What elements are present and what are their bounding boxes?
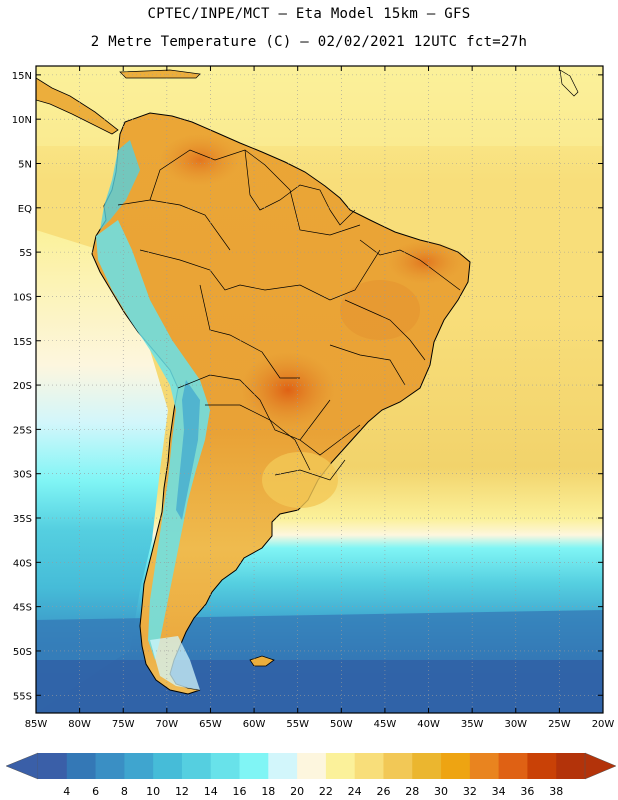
- colorbar: 4 6 8 10 12 14 16 18 20 22 24 26 28 30 32 34 36 38: [5, 752, 617, 798]
- andes-high-peaks: [176, 380, 200, 520]
- colorbar-label: 30: [434, 785, 448, 798]
- colorbar-label: 14: [204, 785, 218, 798]
- colorbar-swatch: [268, 753, 298, 779]
- colorbar-label: 12: [175, 785, 189, 798]
- lat-tick-label: EQ: [18, 204, 32, 215]
- colorbar-swatch: [354, 753, 384, 779]
- colorbar-label: 18: [261, 785, 275, 798]
- lon-tick-label: 75W: [112, 719, 135, 730]
- colorbar-swatch: [239, 753, 269, 779]
- caribbean-islands: [119, 69, 201, 79]
- lon-tick-label: 45W: [374, 719, 397, 730]
- colorbar-swatch: [95, 753, 125, 779]
- colorbar-left-arrow: [5, 752, 39, 780]
- lon-tick-label: 40W: [417, 719, 440, 730]
- colorbar-label: 16: [233, 785, 247, 798]
- chart-title-line-1: CPTEC/INPE/MCT – Eta Model 15km – GFS: [147, 6, 471, 22]
- falkland-islands: [249, 655, 275, 667]
- map-frame: [35, 65, 604, 714]
- colorbar-label: 26: [376, 785, 390, 798]
- colorbar-swatch: [181, 753, 212, 779]
- chart-title-line-2: 2 Metre Temperature (C) – 02/02/2021 12U…: [90, 34, 528, 50]
- colorbar-swatch: [153, 753, 183, 779]
- southern-ocean-deep: [36, 660, 603, 713]
- colorbar-swatch: [383, 753, 413, 779]
- colorbar-label: 20: [290, 785, 304, 798]
- colorbar-label: 10: [146, 785, 160, 798]
- colorbar-swatch: [498, 753, 528, 779]
- colorbar-label: 8: [121, 785, 128, 798]
- colorbar-label: 34: [492, 785, 506, 798]
- lat-tick-label: 30S: [13, 470, 32, 481]
- colorbar-label: 32: [463, 785, 477, 798]
- lat-tick-label: 35S: [13, 514, 32, 525]
- lat-tick-label: 25S: [13, 425, 32, 436]
- lat-tick-label: 45S: [13, 603, 32, 614]
- hot-region-northeast-brazil: [387, 240, 463, 284]
- colorbar-swatch: [441, 753, 471, 779]
- lon-tick-label: 65W: [199, 719, 222, 730]
- pacific-ocean-field: [36, 230, 168, 713]
- hot-region-venezuela: [160, 134, 240, 186]
- colorbar-swatch: [297, 753, 327, 779]
- colorbar-label: 4: [63, 785, 70, 798]
- lon-tick-label: 60W: [243, 719, 266, 730]
- lat-tick-label: 50S: [13, 647, 32, 658]
- lon-tick-label: 50W: [330, 719, 353, 730]
- lat-tick-label: 10N: [12, 115, 32, 126]
- lat-tick-label: 55S: [13, 691, 32, 702]
- lat-tick-label: 5N: [18, 159, 32, 170]
- colorbar-swatch: [556, 753, 586, 779]
- hot-region-paraguay: [240, 352, 336, 428]
- lat-tick-label: 15N: [12, 71, 32, 82]
- lon-tick-label: 85W: [25, 719, 48, 730]
- lat-tick-label: 10S: [13, 292, 32, 303]
- central-america-land: [36, 77, 119, 135]
- lon-tick-label: 25W: [548, 719, 571, 730]
- colorbar-swatch: [412, 753, 442, 779]
- lon-tick-label: 30W: [504, 719, 527, 730]
- latitude-axis: 15N 10N 5N EQ 5S 10S 15S 20S 25S 30S 35S 40S 45S 50S 5…: [12, 71, 603, 702]
- map-content: [36, 66, 603, 713]
- colorbar-swatch: [124, 753, 154, 779]
- colorbar-right-arrow: [584, 752, 617, 780]
- lat-tick-label: 15S: [13, 337, 32, 348]
- colorbar-swatch: [38, 753, 68, 779]
- lon-tick-label: 80W: [68, 719, 91, 730]
- colorbar-swatch: [325, 753, 356, 779]
- lon-tick-label: 20W: [592, 719, 615, 730]
- graticule: [35, 66, 604, 713]
- colorbar-label: 38: [549, 785, 563, 798]
- colorbar-swatch: [469, 753, 500, 779]
- colorbar-label: 24: [348, 785, 362, 798]
- colorbar-swatch: [527, 753, 557, 779]
- colorbar-label: 22: [319, 785, 333, 798]
- tierra-del-fuego-cool: [150, 636, 200, 690]
- warm-region-central-brazil: [340, 280, 420, 340]
- cooler-region-uruguay: [262, 452, 338, 508]
- colorbar-label: 36: [520, 785, 534, 798]
- colorbar-swatch: [66, 753, 96, 779]
- colorbar-swatch: [210, 753, 240, 779]
- lat-tick-label: 20S: [13, 381, 32, 392]
- colorbar-label: 28: [405, 785, 419, 798]
- country-borders: [117, 149, 461, 481]
- longitude-axis: 85W 80W 75W 70W 65W 60W 55W 50W 45W 40W 35W 30W 25W 2…: [25, 66, 615, 730]
- lat-tick-label: 40S: [13, 558, 32, 569]
- lon-tick-label: 35W: [461, 719, 484, 730]
- lat-tick-label: 5S: [19, 248, 32, 259]
- northern-andes-cold: [100, 140, 140, 230]
- colorbar-label: 6: [92, 785, 99, 798]
- lon-tick-label: 70W: [156, 719, 179, 730]
- lon-tick-label: 55W: [286, 719, 309, 730]
